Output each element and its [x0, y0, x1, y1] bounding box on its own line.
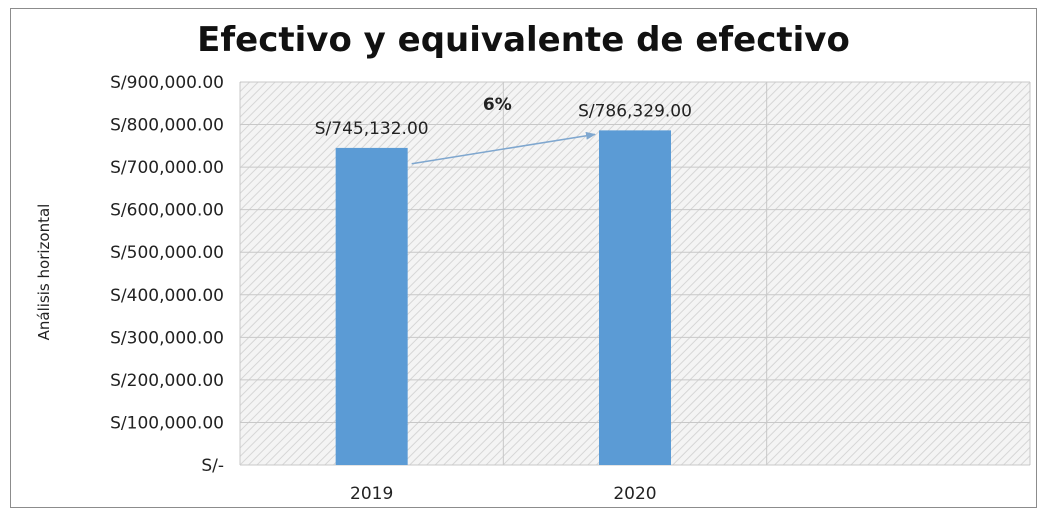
growth-percentage-label: 6% [483, 95, 512, 115]
growth-arrow [411, 131, 596, 165]
y-tick-label: S/800,000.00 [110, 116, 224, 136]
bars [335, 130, 671, 465]
chart-title: Efectivo y equivalente de efectivo [197, 20, 850, 60]
bar-2019 [335, 147, 408, 465]
y-tick-label: S/900,000.00 [110, 73, 224, 93]
bar-2020 [599, 130, 671, 465]
x-tick-label-2019: 2019 [350, 484, 393, 504]
x-tick-label-2020: 2020 [613, 484, 656, 504]
data-label-2019: S/745,132.00 [315, 119, 429, 139]
y-tick-label: S/100,000.00 [110, 413, 224, 433]
y-tick-label: S/- [201, 456, 224, 476]
y-tick-label: S/500,000.00 [110, 243, 224, 263]
y-tick-label: S/400,000.00 [110, 286, 224, 306]
y-tick-label: S/600,000.00 [110, 201, 224, 221]
y-tick-label: S/200,000.00 [110, 371, 224, 391]
data-label-2020: S/786,329.00 [578, 101, 692, 121]
y-tick-label: S/700,000.00 [110, 158, 224, 178]
labels: S/- S/100,000.00 S/200,000.00 S/300,000.00 S… [110, 73, 692, 504]
y-tick-label: S/300,000.00 [110, 328, 224, 348]
